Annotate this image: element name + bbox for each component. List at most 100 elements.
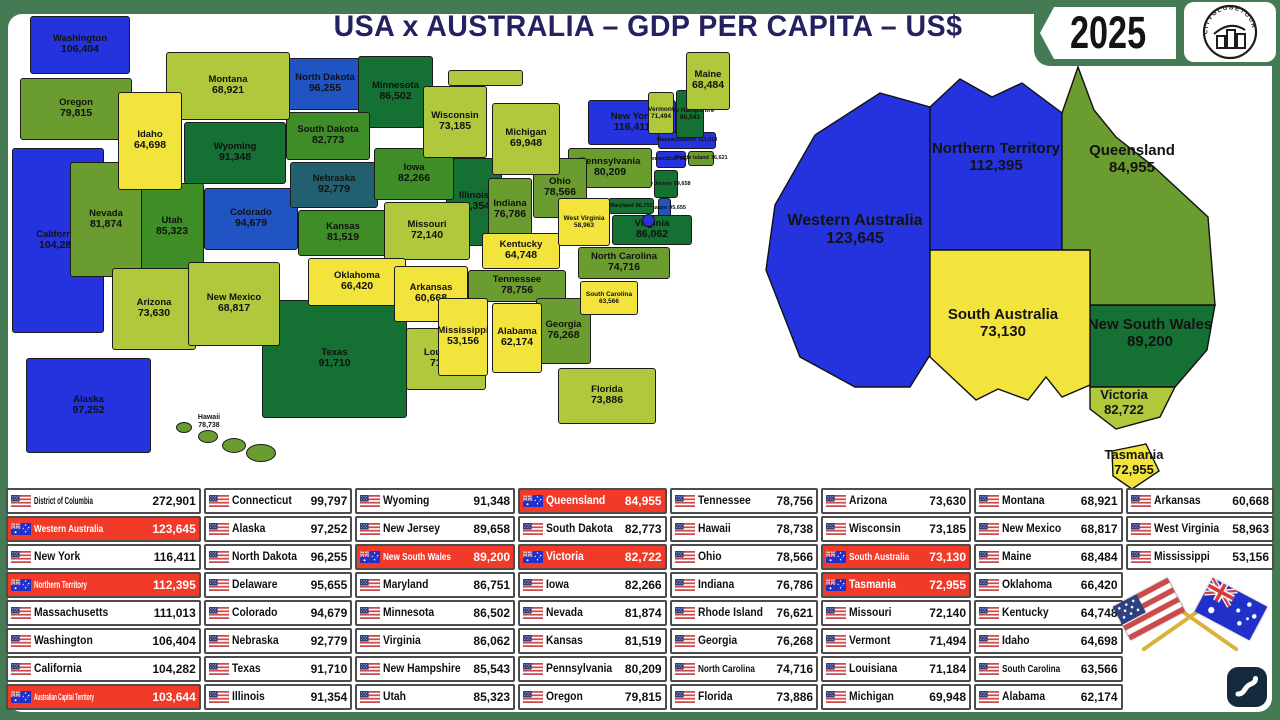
us-flag-icon	[826, 691, 847, 703]
state-value: 58,963	[574, 222, 594, 229]
region-value: 111,013	[153, 606, 196, 620]
rank-cell-virginia: Virginia 86,062	[355, 628, 516, 654]
region-name: Illinois	[231, 691, 265, 703]
rank-column-6: Arizona 73,630 Wisconsin 73,185 South Austra…	[821, 488, 971, 710]
rank-cell-tennessee: Tennessee 78,756	[669, 488, 819, 514]
state-name: Iowa	[403, 162, 425, 173]
us-flag-icon	[523, 607, 544, 619]
region-name: South Australia	[849, 551, 910, 563]
us-flag-icon	[979, 691, 999, 703]
hawaii-island	[198, 430, 218, 443]
state-name: Texas	[321, 347, 348, 358]
rank-cell-kentucky: Kentucky 64,748	[974, 600, 1123, 626]
region-name: Georgia	[697, 635, 737, 647]
rank-column-8: Arkansas 60,668 West Virginia 58,963 Mississ…	[1125, 488, 1274, 710]
region-name: Alabama	[1002, 691, 1046, 703]
rank-cell-maryland: Maryland 86,751	[355, 572, 516, 598]
us-flag-icon	[208, 523, 229, 535]
region-name: Western Australia	[34, 523, 104, 535]
region-name: Colorado	[231, 607, 278, 619]
rank-cell-pennsylvania: Pennsylvania 80,209	[518, 656, 667, 682]
state-georgia: Georgia 76,268	[536, 298, 591, 364]
region-value: 64,698	[1080, 634, 1118, 648]
state-hawaii-label: Hawaii 78,738	[186, 414, 232, 429]
us-flag-icon	[826, 607, 847, 619]
state-utah: Utah 85,323	[140, 183, 204, 271]
region-name: Washington	[34, 635, 93, 647]
state-value: 71,494	[651, 113, 671, 120]
state-wyoming: Wyoming 91,348	[184, 122, 286, 184]
region-value: 84,955	[624, 494, 662, 508]
us-flag-icon	[523, 635, 544, 647]
state-name: Tennessee	[492, 274, 542, 285]
state-name: Maine	[694, 69, 722, 80]
region-name: New Jersey	[383, 523, 441, 535]
state-value: 91,710	[318, 357, 351, 370]
rank-cell-kansas: Kansas 81,519	[518, 628, 667, 654]
state-value: 74,716	[607, 261, 641, 274]
state-name: Arizona	[136, 297, 172, 308]
region-value: 60,668	[1232, 494, 1269, 508]
state-name: Michigan	[505, 127, 547, 138]
state-name: South Carolina	[585, 290, 633, 298]
region-name: Kentucky	[1002, 607, 1049, 619]
us-flag-icon	[11, 663, 31, 675]
rank-column-4: Queensland 84,955 South Dakota 82,773 Victor…	[518, 488, 667, 710]
state-value: 64,698	[133, 139, 167, 152]
rank-cell-north-dakota: North Dakota 96,255	[203, 544, 353, 570]
watermark-logo-icon	[1227, 667, 1267, 707]
us-flag-icon	[826, 635, 847, 647]
us-flag-icon	[826, 495, 847, 507]
state-south-dakota: South Dakota 82,773	[286, 112, 370, 160]
region-name: South Carolina	[1002, 663, 1061, 675]
state-idaho: Idaho 64,698	[118, 92, 182, 190]
region-value: 72,955	[929, 578, 966, 592]
territory-western-australia	[765, 92, 931, 388]
state-new-jersey: New Jersey 89,658	[641, 170, 691, 198]
region-name: Queensland	[546, 495, 606, 507]
rank-column-5: Tennessee 78,756 Hawaii 78,738 Ohio 78,566 Ind…	[669, 488, 819, 710]
rank-column-2: Connecticut 99,797 Alaska 97,252 North Dakot…	[203, 488, 353, 710]
region-value: 71,184	[929, 662, 966, 676]
state-montana: Montana 68,921	[166, 52, 290, 120]
region-value: 74,716	[776, 662, 814, 676]
region-value: 71,494	[929, 634, 966, 648]
region-name: North Dakota	[231, 551, 297, 563]
state-washington: Washington 106,404	[30, 16, 130, 74]
region-value: 79,815	[624, 690, 662, 704]
region-value: 53,156	[1232, 550, 1269, 564]
state-value: 78,566	[543, 186, 577, 199]
us-flag-icon	[360, 663, 381, 675]
rank-cell-mississippi: Mississippi 53,156	[1125, 544, 1274, 570]
region-value: 78,566	[776, 550, 814, 564]
territory-value: 73,130	[980, 323, 1026, 340]
state-name: West Virginia	[563, 214, 605, 222]
region-name: Indiana	[697, 579, 734, 591]
region-value: 106,404	[152, 634, 196, 648]
region-value: 69,948	[929, 690, 966, 704]
rank-cell-arkansas: Arkansas 60,668	[1125, 488, 1274, 514]
us-flag-icon	[674, 523, 695, 535]
us-flag-icon	[208, 607, 229, 619]
state-value: 64,748	[504, 249, 538, 262]
us-flag-icon	[360, 691, 381, 703]
state-value: 96,255	[308, 82, 342, 95]
us-flag-icon	[208, 663, 229, 675]
state-value: 81,519	[326, 231, 360, 244]
region-value: 68,921	[1080, 494, 1118, 508]
us-flag-icon	[208, 635, 229, 647]
us-flag-icon	[1111, 576, 1187, 642]
australia-flag-icon	[11, 523, 31, 535]
state-kentucky: Kentucky 64,748	[482, 233, 560, 269]
top-right-banner: 2025 CITYGLOBETOUR	[1034, 0, 1280, 66]
state-name: Maryland	[609, 202, 634, 209]
state-district-of-columbia-dot	[642, 214, 655, 227]
region-name: Arizona	[849, 495, 888, 507]
year-ribbon: 2025	[1040, 7, 1176, 59]
territory-name: Tasmania	[1104, 447, 1164, 462]
state-value: 94,679	[234, 217, 268, 230]
crossed-flags	[1108, 576, 1272, 672]
us-flag-icon	[523, 691, 544, 703]
territory-value: 89,200	[1127, 333, 1173, 350]
us-flag-icon	[360, 523, 381, 535]
